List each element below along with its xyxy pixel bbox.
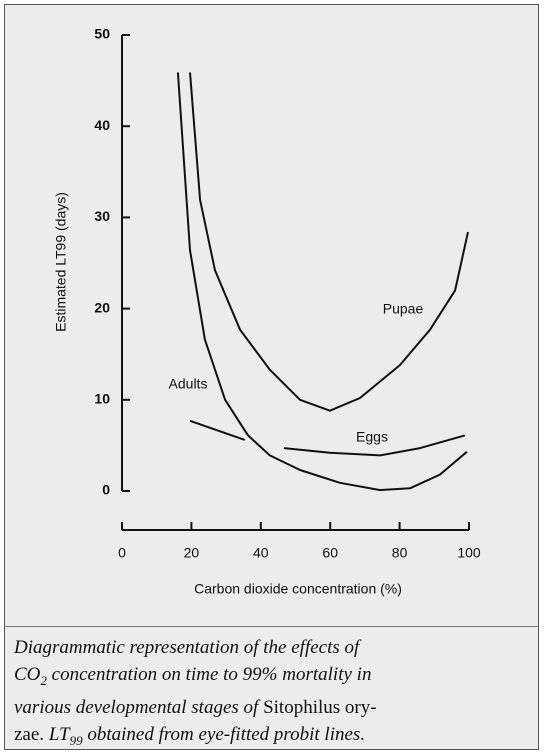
y-tick-label: 10 xyxy=(94,391,110,407)
y-tick-label: 40 xyxy=(94,117,110,133)
frame xyxy=(4,4,539,750)
series-label: Adults xyxy=(169,376,208,392)
series-label: Eggs xyxy=(356,429,388,445)
caption-text: zae. xyxy=(14,723,45,745)
y-tick-label: 0 xyxy=(102,482,110,498)
caption-line: Diagrammatic representation of the effec… xyxy=(14,634,534,661)
y-axis-label: Estimated LT99 (days) xyxy=(53,192,69,332)
caption-text: LT xyxy=(44,723,70,745)
x-tick-label: 100 xyxy=(457,545,481,561)
caption-text: Sitophilus ory- xyxy=(263,696,377,718)
caption-line: zae. LT99 obtained from eye-fitted probi… xyxy=(14,721,534,754)
x-tick-label: 80 xyxy=(392,545,408,561)
x-tick-label: 0 xyxy=(118,545,126,561)
y-tick-label: 20 xyxy=(94,299,110,315)
y-tick-label: 30 xyxy=(94,208,110,224)
chart: Carbon dioxide concentration (%) Estimat… xyxy=(53,26,481,597)
caption-text: Diagrammatic representation of the effec… xyxy=(14,637,360,658)
y-tick-label: 50 xyxy=(94,26,110,42)
caption: Diagrammatic representation of the effec… xyxy=(14,634,534,754)
series-line xyxy=(189,419,466,457)
caption-text: 99 xyxy=(69,732,83,748)
separator xyxy=(4,626,539,627)
x-tick-label: 20 xyxy=(184,545,200,561)
caption-line: CO2 concentration on time to 99% mortali… xyxy=(14,661,534,694)
caption-text: various developmental stages of xyxy=(14,696,264,718)
x-tick-label: 40 xyxy=(253,545,269,561)
caption-line: various developmental stages of Sitophil… xyxy=(14,694,534,721)
x-tick-label: 60 xyxy=(322,545,338,561)
caption-text: obtained from eye-fitted probit lines. xyxy=(82,723,366,745)
caption-text: 2 xyxy=(40,672,47,688)
caption-text: CO xyxy=(14,664,41,685)
caption-text: concentration on time to 99% mortality i… xyxy=(46,664,372,685)
series-label: Pupae xyxy=(383,301,424,317)
series-line xyxy=(176,72,468,492)
x-axis-label: Carbon dioxide concentration (%) xyxy=(194,581,402,597)
series-line xyxy=(189,72,469,412)
